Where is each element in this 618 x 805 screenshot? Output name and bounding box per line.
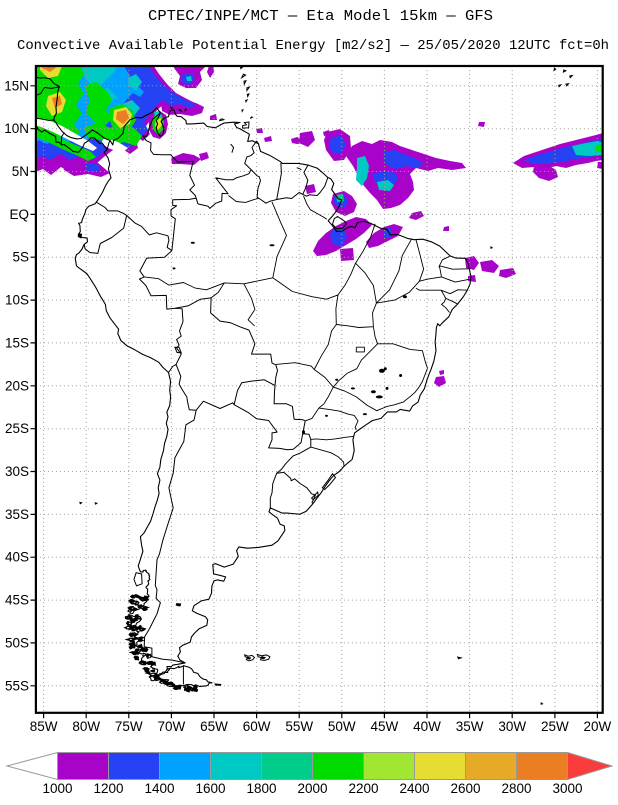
svg-text:20S: 20S [5,378,29,393]
svg-text:CPTEC/INPE/MCT — Eta Model 15: CPTEC/INPE/MCT — Eta Model 15km — GFS [148,9,493,25]
svg-text:55W: 55W [285,719,313,734]
svg-text:20W: 20W [584,719,612,734]
svg-text:1800: 1800 [246,781,276,796]
svg-text:2000: 2000 [297,781,327,796]
svg-text:80W: 80W [72,719,100,734]
svg-text:2400: 2400 [399,781,429,796]
svg-text:1000: 1000 [42,781,72,796]
svg-text:60W: 60W [243,719,271,734]
svg-text:50S: 50S [5,635,29,650]
svg-text:2600: 2600 [450,781,480,796]
svg-text:25S: 25S [5,421,29,436]
svg-text:70W: 70W [158,719,186,734]
svg-text:40W: 40W [413,719,441,734]
svg-text:10N: 10N [4,121,29,136]
svg-text:2800: 2800 [501,781,531,796]
svg-text:1200: 1200 [93,781,123,796]
svg-text:EQ: EQ [9,207,29,222]
svg-text:55S: 55S [5,678,29,693]
svg-text:85W: 85W [30,719,58,734]
svg-text:35S: 35S [5,507,29,522]
svg-text:35W: 35W [456,719,484,734]
svg-text:45W: 45W [371,719,399,734]
svg-text:15N: 15N [4,78,29,93]
svg-text:40S: 40S [5,550,29,565]
svg-text:3000: 3000 [552,781,582,796]
svg-text:Convective Available Potential: Convective Available Potential Energy [m… [17,38,609,54]
svg-text:1400: 1400 [144,781,174,796]
svg-text:2200: 2200 [348,781,378,796]
svg-text:45S: 45S [5,593,29,608]
svg-text:25W: 25W [541,719,569,734]
svg-text:10S: 10S [5,293,29,308]
svg-text:65W: 65W [200,719,228,734]
svg-text:5S: 5S [12,250,29,265]
svg-text:15S: 15S [5,335,29,350]
svg-text:30W: 30W [498,719,526,734]
svg-text:50W: 50W [328,719,356,734]
svg-text:30S: 30S [5,464,29,479]
svg-text:75W: 75W [115,719,143,734]
svg-text:1600: 1600 [195,781,225,796]
svg-text:5N: 5N [12,164,29,179]
